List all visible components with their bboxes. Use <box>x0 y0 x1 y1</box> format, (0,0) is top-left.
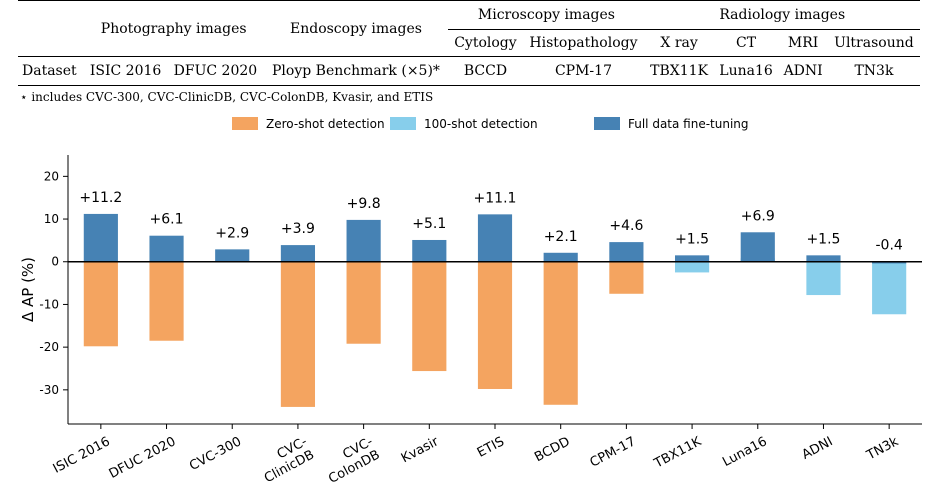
x-tick-label: BCDD <box>532 434 572 465</box>
y-tick-label: 10 <box>44 212 59 226</box>
delta-ap-bar-chart: Zero-shot detection 100-shot detection Ful… <box>19 117 922 484</box>
bar-full-data-fine-tuning <box>477 214 513 262</box>
data-label: +9.8 <box>347 196 381 212</box>
bar-full-data-fine-tuning <box>149 235 184 262</box>
bar-100-shot-detection <box>872 261 907 315</box>
group-endoscopy: Endoscopy images <box>290 20 422 37</box>
bar-zero-shot-detection <box>149 261 184 341</box>
data-label: -0.4 <box>875 238 902 254</box>
bar-zero-shot-detection <box>477 261 513 389</box>
bar-full-data-fine-tuning <box>740 232 775 262</box>
legend-swatch <box>390 117 416 130</box>
dataset-isic: ISIC 2016 <box>89 63 162 79</box>
dataset-adni: ADNI <box>783 63 823 79</box>
legend-swatch <box>594 117 620 130</box>
x-tick-label: TBX11K <box>651 434 704 472</box>
dataset-ployp: Ployp Benchmark (×5)* <box>272 63 440 79</box>
data-label: +6.1 <box>150 212 184 228</box>
bar-full-data-fine-tuning <box>346 219 381 262</box>
x-tick-label: TN3k <box>864 434 902 464</box>
group-microscopy: Microscopy images <box>448 0 645 30</box>
x-tick-label-line: ISIC 2016 <box>51 434 113 476</box>
legend-swatch <box>232 117 258 130</box>
legend-label: Zero-shot detection <box>266 117 385 131</box>
bar-100-shot-detection <box>806 261 841 296</box>
bar-full-data-fine-tuning <box>806 255 841 262</box>
data-label: +3.9 <box>281 221 315 237</box>
y-tick-label: -20 <box>39 340 59 354</box>
data-label: +1.5 <box>675 231 709 247</box>
x-tick-label: CVC-300 <box>187 434 244 474</box>
x-tick-label: DFUC 2020 <box>107 434 179 482</box>
row-label-dataset: Dataset <box>22 63 77 79</box>
table-footnote: ⋆ includes CVC-300, CVC-ClinicDB, CVC-Co… <box>20 90 434 104</box>
y-tick-label: 0 <box>51 255 59 269</box>
subheader-ultrasound: Ultrasound <box>834 35 914 51</box>
x-tick-label: CVC-ClinicDB <box>255 434 317 484</box>
bar-full-data-fine-tuning <box>872 261 907 264</box>
bar-full-data-fine-tuning <box>280 245 316 262</box>
data-label: +6.9 <box>741 208 775 224</box>
bar-full-data-fine-tuning <box>412 239 447 262</box>
data-label: +11.2 <box>79 190 122 206</box>
bar-100-shot-detection <box>674 261 710 273</box>
bar-zero-shot-detection <box>280 261 316 407</box>
bar-zero-shot-detection <box>543 261 578 405</box>
legend-label: 100-shot detection <box>424 117 538 131</box>
group-radiology: Radiology images <box>644 0 920 30</box>
dataset-cpm: CPM-17 <box>554 63 612 79</box>
legend-label: Full data fine-tuning <box>628 117 749 131</box>
x-tick-label: Luna16 <box>720 434 769 470</box>
x-tick-label: Kvasir <box>399 434 442 466</box>
y-tick-label: -30 <box>39 383 59 397</box>
dataset-bccd: BCCD <box>463 63 508 79</box>
subheader-xray: X ray <box>660 35 698 51</box>
x-tick-label: ETIS <box>475 434 507 461</box>
subheader-histopathology: Histopathology <box>529 35 638 51</box>
x-tick-label-line: DFUC 2020 <box>107 434 179 482</box>
y-axis-label: Δ AP (%) <box>19 257 37 322</box>
data-label: +2.1 <box>544 229 578 245</box>
x-tick-label: ADNI <box>800 434 836 462</box>
data-label: +5.1 <box>412 216 446 232</box>
bar-full-data-fine-tuning <box>674 255 710 262</box>
x-tick-label-line: Luna16 <box>720 434 769 470</box>
bar-zero-shot-detection <box>609 261 644 294</box>
x-tick-label-line: Kvasir <box>399 434 442 466</box>
x-tick-label: ISIC 2016 <box>51 434 113 476</box>
x-tick-label-line: CVC-300 <box>187 434 244 474</box>
x-tick-label: CVC-ColonDB <box>319 434 383 484</box>
bar-full-data-fine-tuning <box>609 242 644 262</box>
subheader-cytology: Cytology <box>454 35 517 51</box>
data-label: +2.9 <box>215 225 249 241</box>
dataset-tbx: TBX11K <box>650 63 709 79</box>
x-tick-label-line: TN3k <box>864 434 902 464</box>
bar-full-data-fine-tuning <box>543 252 578 262</box>
subheader-ct: CT <box>736 35 757 51</box>
dataset-luna: Luna16 <box>719 63 773 79</box>
x-tick-label-line: ADNI <box>800 434 836 462</box>
bar-full-data-fine-tuning <box>83 213 118 262</box>
data-label: +1.5 <box>806 231 840 247</box>
x-tick-label-line: CPM-17 <box>588 434 639 470</box>
bar-zero-shot-detection <box>346 261 381 344</box>
dataset-table: Photography images Endoscopy images Micr… <box>18 0 920 90</box>
dataset-dfuc: DFUC 2020 <box>173 63 258 79</box>
subheader-mri: MRI <box>787 35 819 51</box>
bar-full-data-fine-tuning <box>215 249 250 262</box>
x-tick-label-line: ETIS <box>475 434 507 461</box>
data-label: +11.1 <box>474 190 517 206</box>
y-tick-label: 20 <box>44 169 59 183</box>
y-tick-label: -10 <box>39 297 59 311</box>
x-tick-label: CPM-17 <box>588 434 639 470</box>
x-tick-label-line: BCDD <box>532 434 572 465</box>
data-label: +4.6 <box>609 218 643 234</box>
dataset-tn3k: TN3k <box>854 63 894 79</box>
x-tick-label-line: TBX11K <box>651 434 704 472</box>
bar-zero-shot-detection <box>83 261 118 347</box>
group-photography: Photography images <box>100 20 247 37</box>
bar-zero-shot-detection <box>412 261 447 372</box>
table-spacer <box>18 1 84 57</box>
